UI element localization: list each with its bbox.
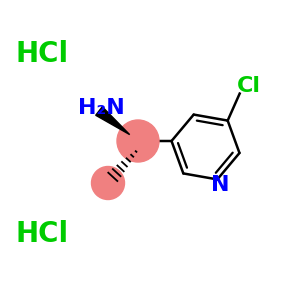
Circle shape [92,167,124,200]
Polygon shape [96,107,130,135]
Text: HCl: HCl [15,40,68,68]
Text: Cl: Cl [237,76,261,96]
Text: N: N [211,176,230,195]
Circle shape [117,120,159,162]
Text: HCl: HCl [15,220,68,248]
Text: H₂N: H₂N [78,98,125,118]
